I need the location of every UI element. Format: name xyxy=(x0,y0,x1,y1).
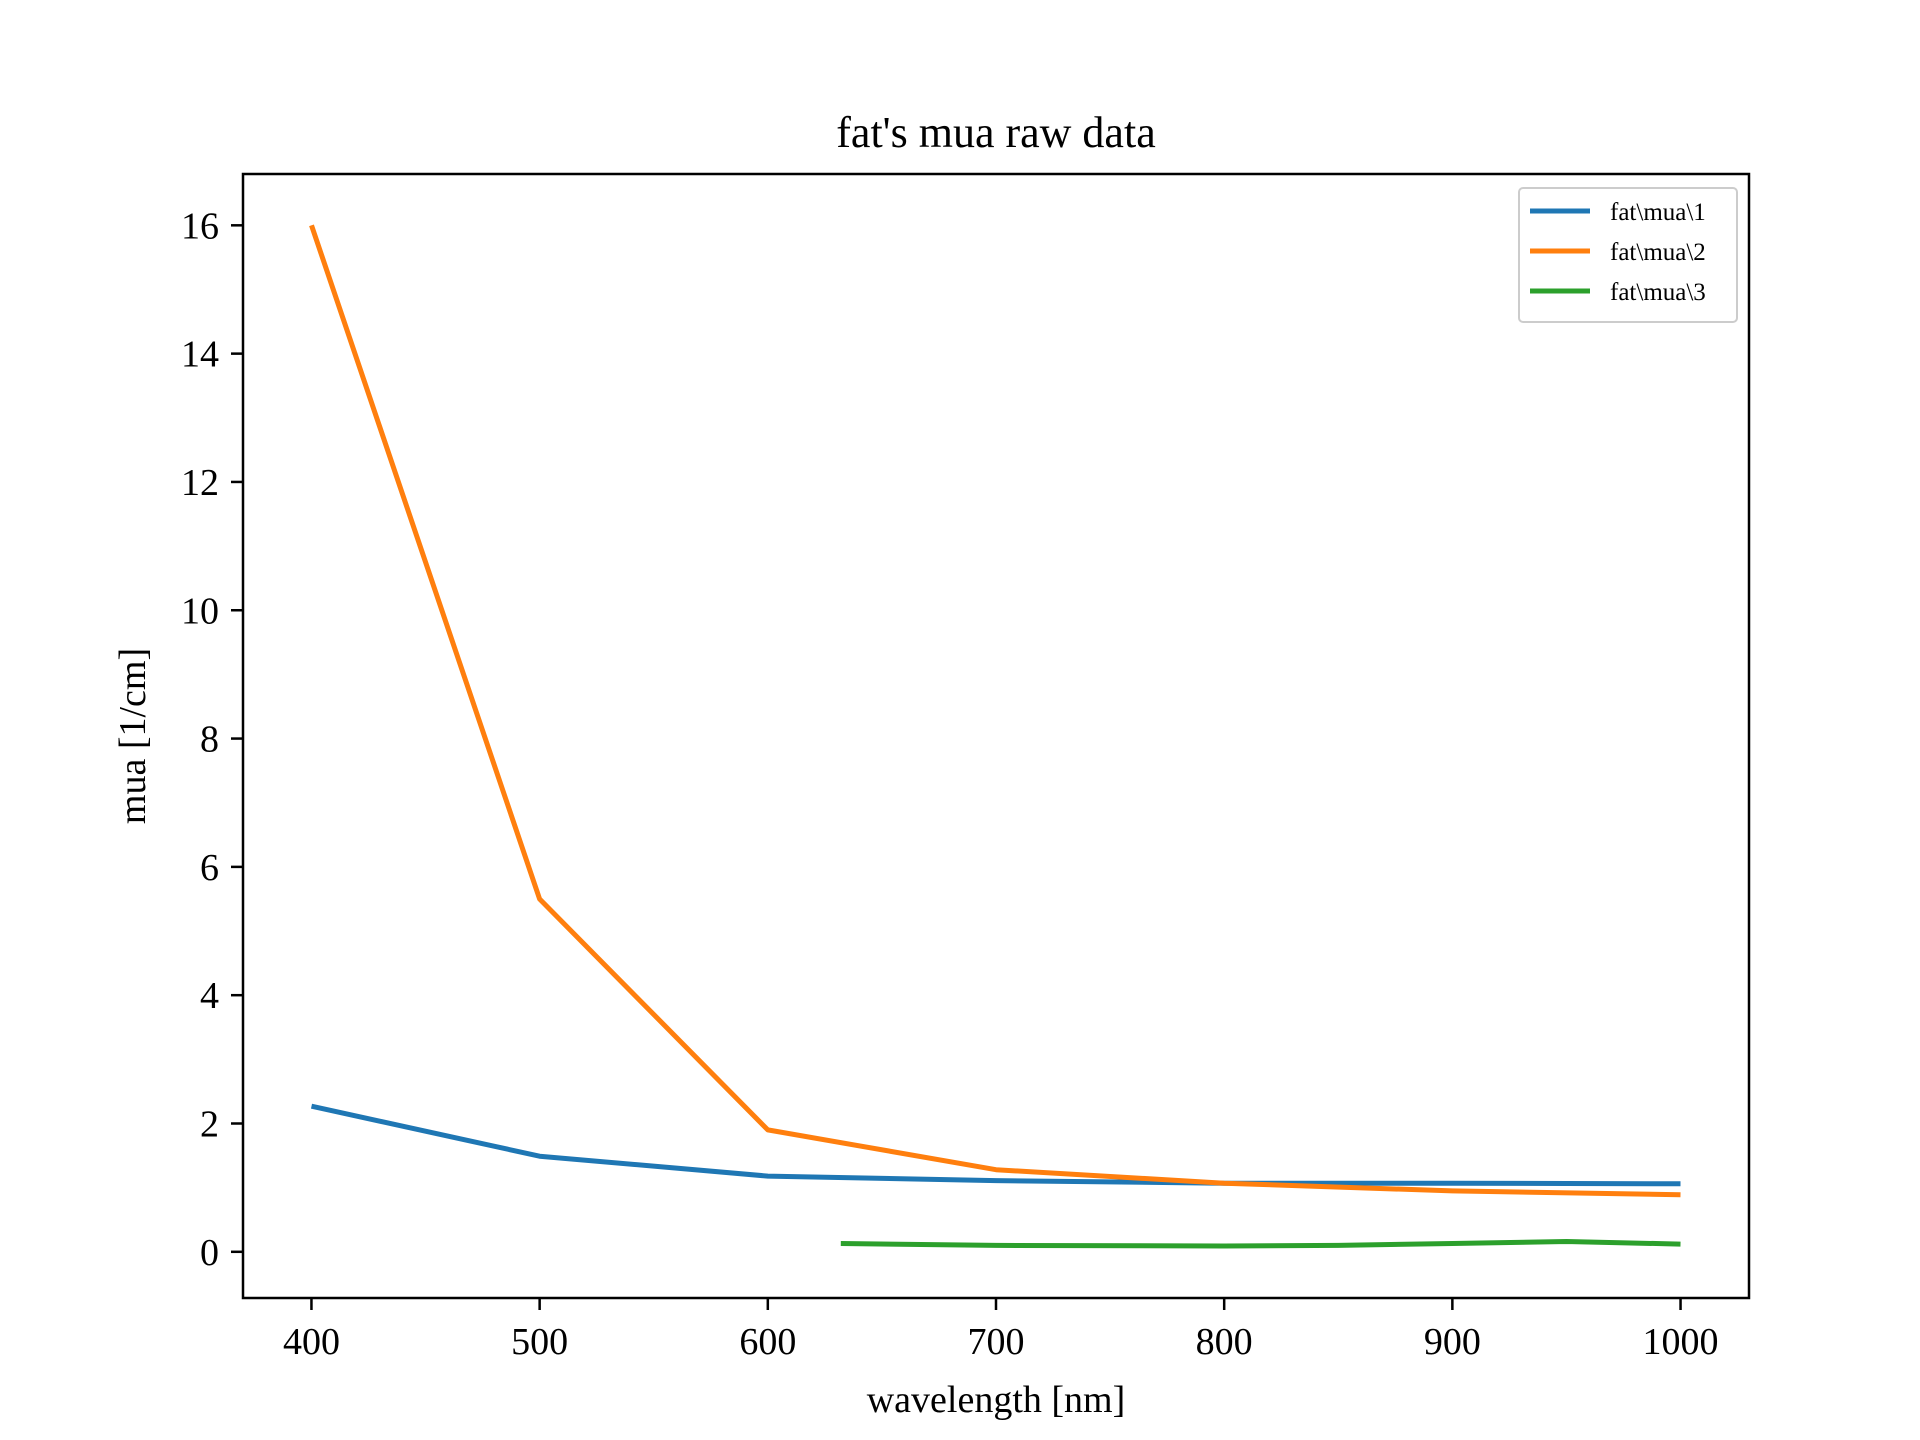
x-tick-label: 500 xyxy=(511,1321,568,1363)
x-tick-label: 900 xyxy=(1424,1321,1481,1363)
x-tick-label: 400 xyxy=(283,1321,340,1363)
legend-label-2: fat\mua\2 xyxy=(1610,239,1706,266)
x-tick-label: 700 xyxy=(968,1321,1025,1363)
series-line-3 xyxy=(840,1239,1681,1249)
y-tick-label: 6 xyxy=(200,847,219,889)
x-axis: 400 500 600 700 800 900 1000 xyxy=(283,1298,1719,1363)
legend: fat\mua\1 fat\mua\2 fat\mua\3 xyxy=(1518,187,1738,323)
x-tick-label: 800 xyxy=(1196,1321,1253,1363)
y-tick-label: 0 xyxy=(200,1232,219,1274)
x-axis-label: wavelength [nm] xyxy=(867,1379,1126,1421)
legend-label-3: fat\mua\3 xyxy=(1610,279,1706,306)
y-tick-label: 12 xyxy=(181,462,219,504)
x-tick-label: 600 xyxy=(739,1321,796,1363)
y-tick-label: 4 xyxy=(200,975,219,1017)
series-line-1 xyxy=(310,1103,1681,1187)
x-tick-label: 1000 xyxy=(1643,1321,1719,1363)
y-tick-label: 16 xyxy=(181,205,219,247)
y-tick-label: 10 xyxy=(181,590,219,632)
series-line-2 xyxy=(309,224,1681,1198)
chart-title: fat's mua raw data xyxy=(836,108,1155,157)
y-tick-label: 2 xyxy=(200,1103,219,1145)
y-tick-label: 8 xyxy=(200,719,219,761)
plot-area xyxy=(309,224,1681,1249)
legend-label-1: fat\mua\1 xyxy=(1610,199,1706,226)
y-axis-label: mua [1/cm] xyxy=(112,648,154,824)
y-tick-label: 14 xyxy=(181,334,219,376)
y-axis: 0 2 4 6 8 10 12 14 16 xyxy=(181,205,243,1274)
